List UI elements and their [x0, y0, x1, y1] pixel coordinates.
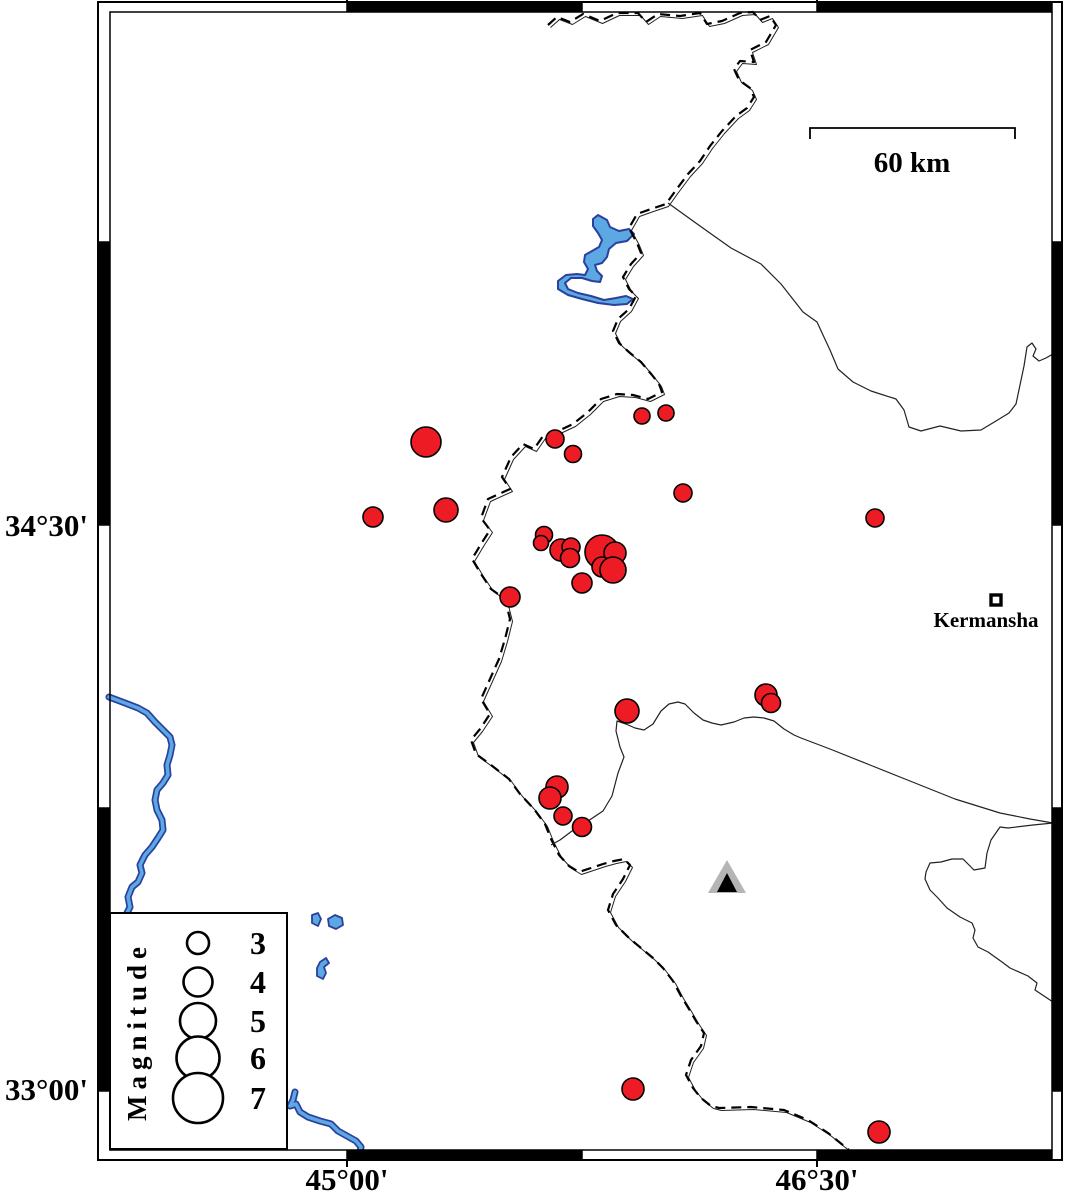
earthquake-epicenter	[571, 572, 593, 594]
earthquake-epicenter	[621, 1077, 645, 1101]
earthquake-epicenter	[545, 429, 565, 449]
frame-segment-bottom	[347, 1150, 582, 1160]
earthquake-epicenter	[599, 556, 627, 584]
earthquake-epicenter	[614, 698, 640, 724]
legend-magnitude-label: 6	[250, 1040, 266, 1076]
city-label: Kermansha	[934, 608, 1040, 632]
earthquake-epicenter	[865, 508, 885, 528]
earthquake-epicenter	[867, 1120, 891, 1144]
station-triangle-inner	[717, 873, 737, 892]
frame-segment-left	[98, 242, 110, 525]
axis-label-latitude: 33°00'	[5, 1072, 88, 1107]
frame-segment-right	[1052, 242, 1062, 525]
legend-magnitude-label: 3	[250, 925, 266, 961]
earthquake-epicenter	[410, 426, 442, 458]
earthquake-epicenter	[532, 534, 550, 552]
earthquake-epicenter	[657, 404, 675, 422]
boundary-line-central	[550, 701, 1054, 846]
earthquake-epicenter	[760, 692, 782, 714]
city-layer: Kermansha	[934, 593, 1040, 632]
boundary-layer	[469, 10, 1054, 1153]
scalebar-label: 60 km	[874, 147, 951, 179]
earthquake-epicenter	[553, 806, 573, 826]
legend-magnitude-label: 4	[250, 964, 266, 1000]
frame-segment-top	[817, 2, 1052, 12]
pond	[311, 912, 322, 927]
river-south	[288, 1090, 363, 1154]
frame-segment-right	[1052, 808, 1062, 1091]
earthquake-epicenter	[563, 444, 583, 464]
axis-labels: 34°30' 33°00' 45°00' 46°30'	[5, 508, 859, 1197]
axis-label-longitude: 46°30'	[775, 1162, 858, 1197]
earthquake-epicenter	[362, 506, 384, 528]
axis-label-latitude: 34°30'	[5, 508, 88, 543]
legend-title: Magnitude	[122, 941, 152, 1121]
axis-label-longitude: 45°00'	[305, 1162, 388, 1197]
boundary-line-northeast	[667, 202, 1054, 432]
earthquake-epicenter	[559, 547, 581, 569]
legend-magnitude-circle	[185, 930, 211, 956]
earthquake-epicenter	[673, 483, 693, 503]
map-frame	[97, 0, 1063, 1167]
legend-magnitude-circle	[182, 966, 214, 998]
pond	[327, 914, 344, 930]
legend-magnitude-label: 5	[250, 1003, 266, 1039]
pond	[316, 957, 330, 980]
earthquake-epicenter	[433, 497, 459, 523]
frame-outer	[97, 1, 1063, 1161]
station-layer	[708, 860, 746, 893]
frame-segment-top	[347, 2, 582, 12]
earthquake-epicenter	[633, 407, 651, 425]
earthquake-layer	[362, 404, 891, 1144]
river-west	[107, 695, 174, 915]
international-border-dashed	[469, 10, 850, 1151]
legend-magnitude-label: 7	[250, 1080, 266, 1116]
legend-magnitude-circle	[178, 1001, 218, 1041]
scalebar-bracket	[809, 127, 1016, 139]
water-layer	[105, 214, 635, 1156]
boundary-line-southeast	[924, 822, 1054, 1003]
scale-bar: 60 km	[809, 127, 1016, 179]
frame-segment-left	[98, 808, 110, 1091]
legend-magnitude-circle	[171, 1071, 225, 1125]
frame-inner	[109, 11, 1053, 1151]
earthquake-epicenter	[571, 816, 593, 838]
earthquake-epicenter	[499, 586, 521, 608]
frame-segment-bottom	[817, 1150, 1052, 1160]
border-companion-line	[473, 14, 852, 1153]
lake	[557, 214, 635, 306]
earthquake-epicenter	[538, 786, 562, 810]
city-marker-square	[989, 593, 1003, 607]
